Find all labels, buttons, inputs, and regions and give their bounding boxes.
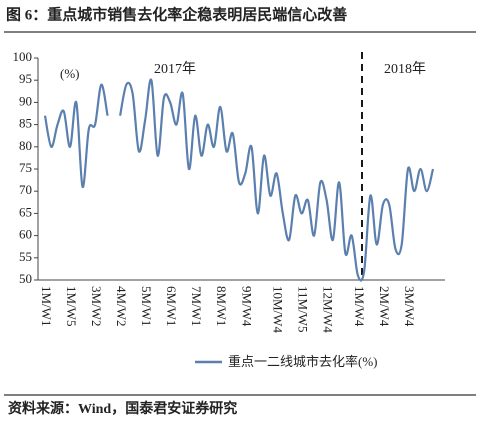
- x-tick-label: 8M/W1: [214, 286, 229, 326]
- x-tick-label: 3M/W4: [402, 286, 417, 327]
- x-tick-label: 1M/W1: [39, 286, 54, 326]
- series-line: [43, 83, 109, 188]
- y-tick-label: 50: [19, 271, 32, 286]
- x-tick-label: 5M/W1: [139, 286, 154, 326]
- y-tick-label: 85: [19, 116, 32, 131]
- x-tick-label: 1M/W5: [64, 286, 79, 326]
- y-tick-label: 60: [19, 227, 32, 242]
- x-tick-label: 6M/W1: [164, 286, 179, 326]
- y-tick-label: 55: [19, 249, 32, 264]
- x-tick-label: 12M/W4: [321, 286, 336, 333]
- y-tick-label: 70: [19, 182, 32, 197]
- x-tick-label: 7M/W1: [189, 286, 204, 326]
- figure-title: 图 6：重点城市销售去化率企稳表明居民端信心改善: [6, 5, 347, 23]
- series-line: [119, 78, 435, 282]
- y-tick-label: 65: [19, 204, 32, 219]
- source-note: 资料来源：Wind，国泰君安证券研究: [8, 400, 237, 417]
- annotation: 2017年: [154, 61, 196, 77]
- y-tick-label: 80: [19, 138, 32, 153]
- unit-label: (%): [60, 66, 80, 81]
- y-tick-label: 100: [13, 49, 33, 64]
- x-tick-label: 2M/W4: [377, 286, 392, 327]
- x-tick-label: 1M/W4: [352, 286, 367, 327]
- x-tick-label: 10M/W4: [271, 286, 286, 333]
- y-tick-label: 75: [19, 160, 32, 175]
- legend-label: 重点一二线城市去化率(%): [228, 354, 378, 369]
- x-tick-label: 9M/W4: [239, 286, 254, 327]
- x-tick-label: 3M/W2: [89, 286, 104, 326]
- y-tick-label: 95: [19, 71, 32, 86]
- x-tick-label: 11M/W5: [296, 286, 311, 332]
- annotation: 2018年: [384, 61, 426, 77]
- y-tick-label: 90: [19, 93, 32, 108]
- x-tick-label: 4M/W2: [114, 286, 129, 326]
